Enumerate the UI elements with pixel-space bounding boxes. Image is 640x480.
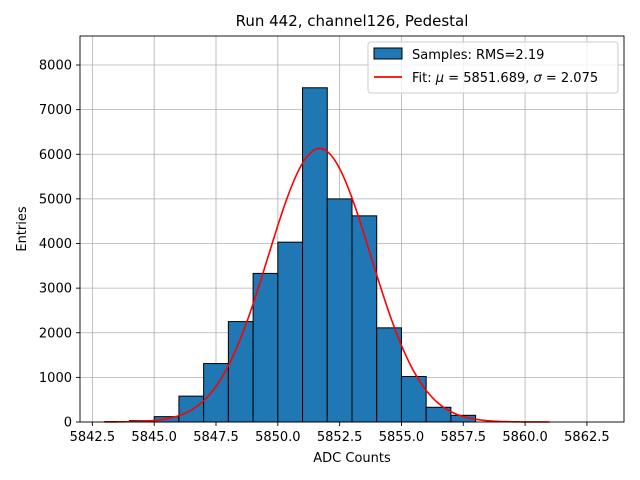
- y-tick-label-8: 8000: [39, 59, 72, 74]
- legend-fit-sigma-symbol: σ: [534, 71, 543, 86]
- legend-fit-suffix: = 2.075: [542, 71, 598, 86]
- y-tick-label-0: 0: [64, 416, 72, 431]
- histogram-bar-10: [351, 215, 378, 423]
- x-tick-label-1: 5845.0: [131, 430, 177, 445]
- y-tick-label-6: 6000: [39, 148, 72, 163]
- y-axis-ticks: 0 1000 2000 3000 4000 5000 6000 7000 8000: [39, 59, 80, 431]
- chart-title: Run 442, channel126, Pedestal: [236, 12, 469, 30]
- legend-fit-mid: = 5851.689,: [444, 71, 533, 86]
- x-axis-label: ADC Counts: [313, 451, 391, 466]
- legend-label-samples: Samples: RMS=2.19: [412, 48, 544, 63]
- legend-label-fit: Fit: μ = 5851.689, σ = 2.075: [412, 71, 598, 86]
- histogram-bar-12: [400, 375, 427, 423]
- legend-swatch-samples: [373, 47, 403, 60]
- histogram-bar-9: [326, 198, 353, 423]
- y-tick-label-4: 4000: [39, 237, 72, 252]
- x-tick-label-8: 5862.5: [564, 430, 610, 445]
- legend-fit-mu-symbol: μ: [435, 71, 444, 86]
- histogram-bar-8: [302, 87, 328, 423]
- y-tick-label-2: 2000: [39, 326, 72, 341]
- fit-curve: [104, 147, 550, 423]
- histogram-bar-3: [178, 395, 205, 423]
- y-tick-label-5: 5000: [39, 192, 72, 207]
- legend-frame: [367, 41, 619, 94]
- x-tick-label-0: 5842.5: [70, 430, 116, 445]
- y-tick-label-7: 7000: [39, 103, 72, 118]
- legend-fit-prefix: Fit:: [412, 71, 436, 86]
- x-tick-label-2: 5847.5: [193, 430, 239, 445]
- x-tick-label-3: 5850.0: [255, 430, 301, 445]
- y-axis-label: Entries: [15, 206, 30, 252]
- histogram-bar-6: [252, 272, 279, 423]
- plot-frame: [79, 35, 625, 423]
- legend: Samples: RMS=2.19 Fit: μ = 5851.689, σ =…: [367, 41, 619, 94]
- x-tick-label-5: 5855.0: [379, 430, 425, 445]
- histogram-bar-7: [277, 241, 304, 423]
- x-tick-label-7: 5860.0: [502, 430, 548, 445]
- histogram-bar-11: [376, 327, 402, 423]
- x-axis-ticks: 5842.5 5845.0 5847.5 5850.0 5852.5 5855.0 5857…: [70, 422, 610, 445]
- y-tick-label-1: 1000: [39, 371, 72, 386]
- x-tick-label-4: 5852.5: [317, 430, 363, 445]
- x-tick-label-6: 5857.5: [441, 430, 487, 445]
- y-tick-label-3: 3000: [39, 282, 72, 297]
